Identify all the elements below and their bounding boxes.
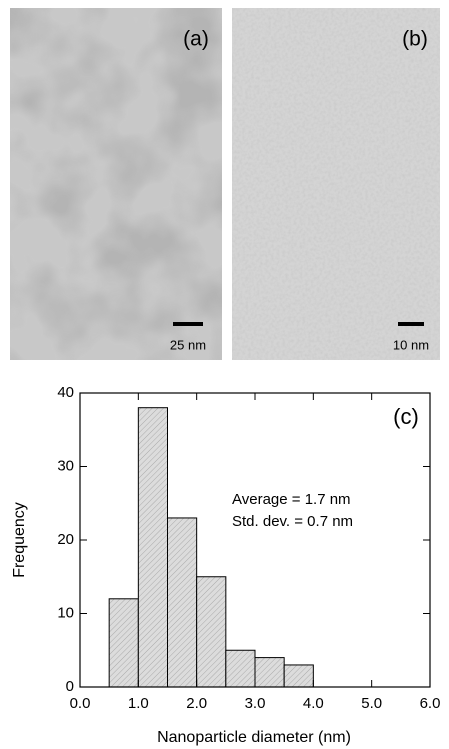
- x-tick-label: 4.0: [303, 695, 324, 712]
- x-tick-label: 6.0: [420, 695, 441, 712]
- x-tick-label: 0.0: [70, 695, 91, 712]
- bar: [108, 598, 139, 688]
- bar: [254, 657, 285, 688]
- x-tick-label: 3.0: [245, 695, 266, 712]
- y-tick-label: 20: [57, 531, 74, 548]
- panel-label: (c): [393, 404, 419, 429]
- panel-label: (a): [183, 28, 209, 51]
- bar: [137, 407, 168, 688]
- scale-bar-label: 25 nm: [170, 337, 206, 352]
- y-tick-label: 0: [66, 678, 74, 695]
- y-tick-label: 40: [57, 384, 74, 401]
- panel-label: (b): [402, 28, 428, 51]
- scale-bar-label: 10 nm: [393, 337, 429, 352]
- image-b: 10 nm (b): [232, 8, 440, 360]
- image-a: 25 nm (a): [10, 8, 222, 360]
- bar: [283, 664, 314, 688]
- x-tick-label: 2.0: [186, 695, 207, 712]
- annotation: Std. dev. = 0.7 nm: [232, 513, 353, 530]
- bar: [167, 517, 198, 688]
- x-tick-label: 1.0: [128, 695, 149, 712]
- x-tick-label: 5.0: [361, 695, 382, 712]
- bar: [196, 576, 227, 688]
- y-axis-label: Frequency: [11, 502, 28, 578]
- x-axis-label: Nanoparticle diameter (nm): [157, 729, 351, 746]
- y-tick-label: 30: [57, 457, 74, 474]
- bar: [225, 649, 256, 688]
- y-tick-label: 10: [57, 604, 74, 621]
- histogram: (c) Average = 1.7 nm Std. dev. = 0.7 nm …: [11, 384, 440, 746]
- annotation: Average = 1.7 nm: [232, 491, 351, 508]
